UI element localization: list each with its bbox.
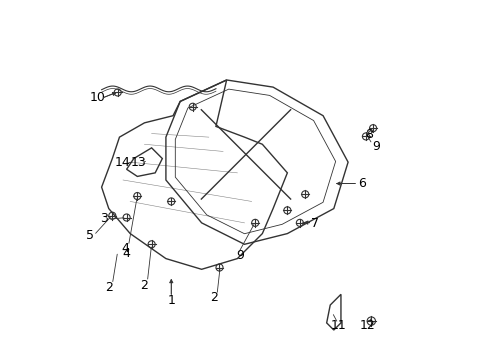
Text: 3: 3 (101, 212, 108, 225)
Text: 1: 1 (167, 294, 175, 307)
Text: 6: 6 (357, 177, 365, 190)
Text: 7: 7 (310, 217, 319, 230)
Text: 4: 4 (121, 242, 128, 256)
Text: 9: 9 (371, 140, 379, 153)
Text: 14: 14 (114, 156, 130, 169)
Text: 12: 12 (359, 319, 375, 332)
Text: 4: 4 (122, 247, 130, 260)
Text: 13: 13 (130, 156, 145, 169)
Text: 8: 8 (364, 128, 372, 141)
Text: 11: 11 (329, 319, 345, 332)
Text: 5: 5 (86, 229, 94, 242)
Text: 2: 2 (210, 291, 218, 305)
Text: 9: 9 (236, 249, 244, 262)
Text: 2: 2 (140, 279, 148, 292)
Text: 2: 2 (105, 281, 113, 294)
Text: 10: 10 (89, 91, 105, 104)
